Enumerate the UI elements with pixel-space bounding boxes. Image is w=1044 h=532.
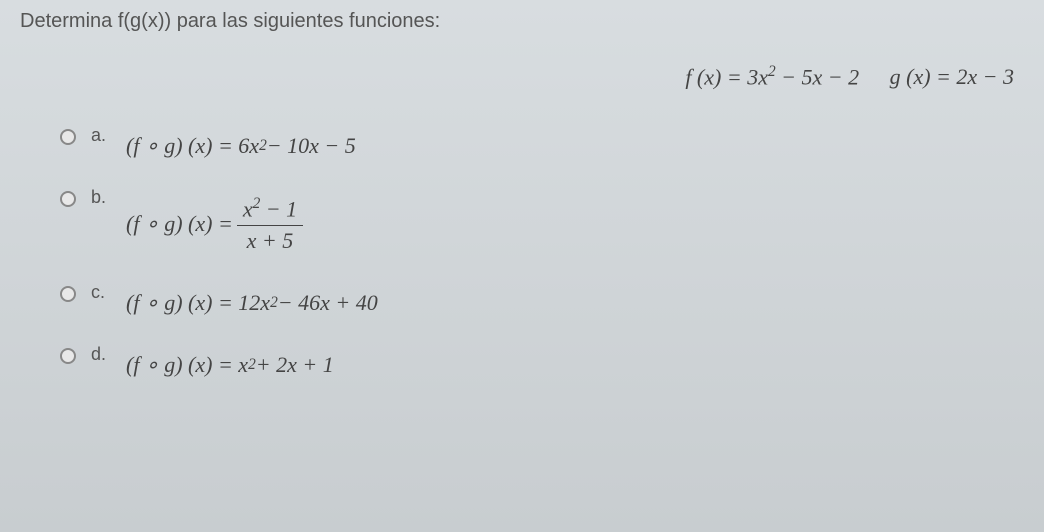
- option-c-exp: 2: [270, 294, 278, 312]
- question-prompt: Determina f(g(x)) para las siguientes fu…: [20, 10, 1024, 33]
- option-b-formula: (f ∘ g) (x) = x2 − 1 x + 5: [126, 195, 307, 253]
- radio-b[interactable]: [60, 191, 76, 207]
- option-c-prefix: (f ∘ g) (x) = 12x: [126, 290, 270, 316]
- option-b-num-left: x: [243, 197, 253, 222]
- option-d-exp: 2: [248, 356, 256, 374]
- option-c-rest: − 46x + 40: [278, 290, 378, 316]
- option-b-denominator: x + 5: [241, 226, 300, 254]
- option-b-prefix: (f ∘ g) (x) =: [126, 211, 233, 237]
- option-d-rest: + 2x + 1: [256, 352, 334, 378]
- option-c-formula: (f ∘ g) (x) = 12x2 − 46x + 40: [126, 290, 378, 316]
- radio-d[interactable]: [60, 348, 76, 364]
- option-a-rest: − 10x − 5: [267, 133, 356, 159]
- g-label: g (x) = 2x − 3: [890, 64, 1014, 89]
- option-b-fraction: x2 − 1 x + 5: [237, 195, 303, 253]
- radio-a[interactable]: [60, 129, 76, 145]
- option-a-exp: 2: [259, 137, 267, 155]
- f-label: f (x) = 3x: [685, 64, 768, 89]
- option-c-label: c.: [91, 282, 111, 303]
- option-b-numerator: x2 − 1: [237, 195, 303, 225]
- option-d-formula: (f ∘ g) (x) = x2 + 2x + 1: [126, 352, 334, 378]
- option-d-prefix: (f ∘ g) (x) = x: [126, 352, 248, 378]
- option-b-num-right: − 1: [260, 197, 297, 222]
- f-exponent: 2: [768, 63, 776, 80]
- option-a-label: a.: [91, 125, 111, 146]
- function-g: g (x) = 2x − 3: [890, 64, 1014, 90]
- option-a-formula: (f ∘ g) (x) = 6x2 − 10x − 5: [126, 133, 356, 159]
- option-c[interactable]: c. (f ∘ g) (x) = 12x2 − 46x + 40: [60, 282, 1024, 316]
- option-d[interactable]: d. (f ∘ g) (x) = x2 + 2x + 1: [60, 344, 1024, 378]
- function-f: f (x) = 3x2 − 5x − 2: [685, 63, 859, 90]
- given-functions: f (x) = 3x2 − 5x − 2 g (x) = 2x − 3: [20, 63, 1024, 90]
- options-container: a. (f ∘ g) (x) = 6x2 − 10x − 5 b. (f ∘ g…: [20, 125, 1024, 377]
- f-rest: − 5x − 2: [776, 64, 859, 89]
- option-b-label: b.: [91, 187, 111, 208]
- option-b[interactable]: b. (f ∘ g) (x) = x2 − 1 x + 5: [60, 187, 1024, 253]
- option-a-prefix: (f ∘ g) (x) = 6x: [126, 133, 259, 159]
- radio-c[interactable]: [60, 286, 76, 302]
- option-a[interactable]: a. (f ∘ g) (x) = 6x2 − 10x − 5: [60, 125, 1024, 159]
- option-d-label: d.: [91, 344, 111, 365]
